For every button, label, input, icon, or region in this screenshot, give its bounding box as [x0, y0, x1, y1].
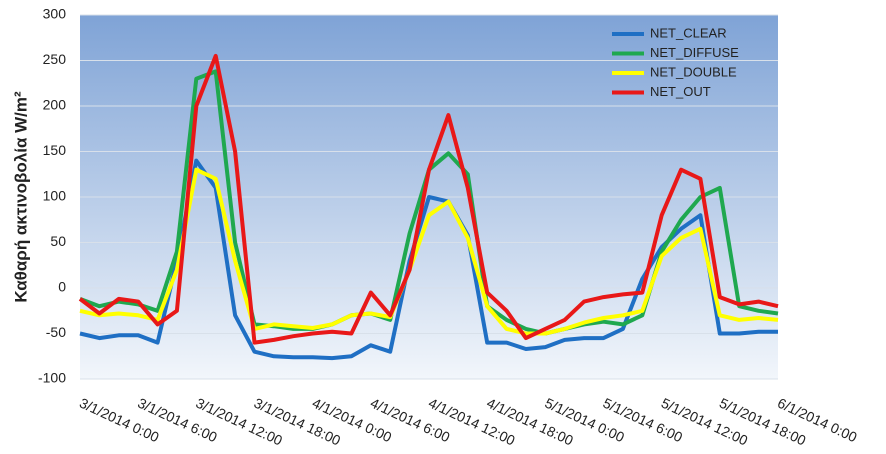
y-tick-label: 250: [43, 51, 67, 67]
series-line: [79, 167, 779, 336]
y-axis-label: Καθαρή ακτινοβολία W/m²: [11, 91, 30, 303]
y-tick-label: 0: [58, 279, 66, 295]
legend-label: NET_DIFFUSE: [650, 45, 739, 60]
legend-label: NET_CLEAR: [650, 25, 727, 40]
series-line: [78, 53, 779, 345]
legend-label: NET_DOUBLE: [650, 64, 737, 79]
y-tick-label: -100: [38, 370, 66, 386]
y-tick-label: 50: [50, 233, 66, 249]
series-line: [79, 158, 778, 361]
y-tick-label: 100: [43, 188, 67, 204]
y-tick-label: 300: [43, 6, 67, 22]
y-tick-label: -50: [46, 324, 66, 340]
y-tick-label: 150: [43, 142, 67, 158]
y-tick-label: 200: [43, 97, 67, 113]
legend-label: NET_OUT: [650, 84, 711, 99]
